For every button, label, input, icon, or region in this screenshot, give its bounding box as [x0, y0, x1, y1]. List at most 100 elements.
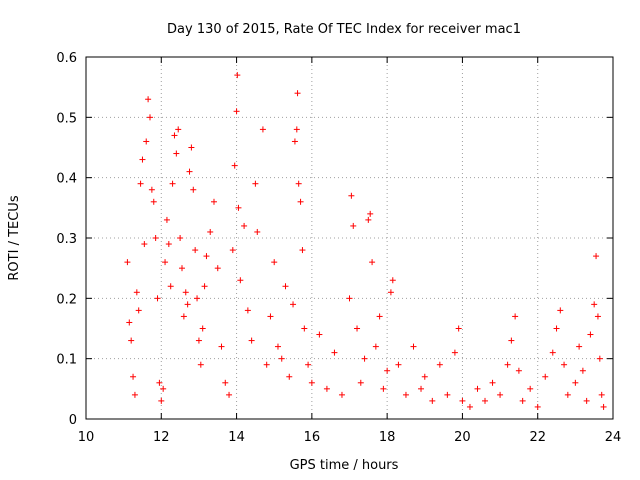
data-point-marker [248, 337, 255, 344]
data-point-marker [130, 373, 137, 380]
y-tick-label: 0.1 [56, 353, 77, 368]
y-axis-title: ROTI / TECUs [7, 195, 22, 280]
data-point-marker [143, 138, 150, 145]
data-point-marker [156, 379, 163, 386]
x-tick-label: 12 [153, 430, 170, 445]
data-point-marker [534, 403, 541, 410]
x-tick-label: 10 [78, 430, 95, 445]
data-point-marker [308, 379, 315, 386]
data-point-marker [380, 385, 387, 392]
data-point-marker [139, 156, 146, 163]
data-point-marker [598, 391, 605, 398]
data-point-marker [429, 397, 436, 404]
data-point-marker [497, 391, 504, 398]
chart-title: Day 130 of 2015, Rate Of TEC Index for r… [167, 22, 521, 37]
x-tick-label: 24 [605, 430, 622, 445]
data-point-marker [402, 391, 409, 398]
data-point-marker [165, 241, 172, 248]
data-point-marker [195, 337, 202, 344]
data-point-marker [233, 108, 240, 115]
data-point-marker [141, 241, 148, 248]
data-point-marker [244, 307, 251, 314]
data-point-marker [293, 126, 300, 133]
data-point-marker [367, 210, 374, 217]
ticks-layer: 10 12 14 16 18 20 22 24 0 0.1 0.2 0.3 0.4 0.5 0.6 [56, 51, 621, 445]
data-point-marker [444, 391, 451, 398]
data-point-marker [271, 259, 278, 266]
data-point-marker [124, 259, 131, 266]
data-point-marker [504, 361, 511, 368]
data-point-marker [459, 397, 466, 404]
data-point-marker [579, 367, 586, 374]
data-point-marker [207, 228, 214, 235]
data-point-marker [418, 385, 425, 392]
data-point-marker [234, 72, 241, 79]
data-point-marker [214, 265, 221, 272]
data-point-marker [145, 96, 152, 103]
data-point-marker [154, 295, 161, 302]
y-tick-label: 0.2 [56, 292, 77, 307]
data-point-marker [294, 90, 301, 97]
data-point-marker [372, 343, 379, 350]
grid-layer [86, 57, 613, 419]
data-point-marker [148, 186, 155, 193]
x-tick-label: 18 [379, 430, 396, 445]
data-point-marker [338, 391, 345, 398]
data-point-marker [489, 379, 496, 386]
data-point-marker [229, 247, 236, 254]
data-point-marker [218, 343, 225, 350]
data-point-marker [226, 391, 233, 398]
data-point-marker [527, 385, 534, 392]
x-tick-label: 14 [228, 430, 245, 445]
data-point-marker [482, 397, 489, 404]
data-point-marker [128, 337, 135, 344]
data-point-marker [235, 204, 242, 211]
x-tick-label: 16 [304, 430, 321, 445]
data-point-marker [126, 319, 133, 326]
data-point-marker [146, 114, 153, 121]
data-point-marker [376, 313, 383, 320]
data-point-marker [295, 180, 302, 187]
data-point-marker [177, 235, 184, 241]
data-point-marker [299, 247, 306, 254]
data-point-marker [421, 373, 428, 380]
data-point-marker [466, 403, 473, 410]
data-point-marker [254, 228, 261, 235]
data-point-marker [576, 343, 583, 350]
data-point-marker [199, 325, 206, 332]
data-point-marker [210, 198, 217, 205]
data-point-marker [190, 186, 197, 193]
data-point-marker [365, 216, 372, 223]
data-point-marker [133, 289, 140, 296]
data-point-marker [169, 180, 176, 187]
data-point-marker [594, 313, 601, 320]
data-point-marker [557, 307, 564, 314]
data-point-marker [301, 325, 308, 332]
data-point-marker [474, 385, 481, 392]
data-point-marker [600, 403, 607, 410]
data-point-marker [178, 265, 185, 272]
data-point-marker [241, 222, 248, 229]
data-point-marker [583, 397, 590, 404]
data-point-marker [158, 397, 165, 404]
points-layer [124, 72, 607, 410]
data-point-marker [291, 138, 298, 145]
data-point-marker [316, 331, 323, 338]
data-point-marker [182, 289, 189, 296]
data-point-marker [259, 126, 266, 133]
data-point-marker [197, 361, 204, 368]
data-point-marker [587, 331, 594, 338]
data-point-marker [290, 301, 297, 308]
data-point-marker [274, 343, 281, 350]
data-point-marker [451, 349, 458, 356]
x-axis-title: GPS time / hours [290, 458, 399, 473]
data-point-marker [222, 379, 229, 386]
data-point-marker [184, 301, 191, 308]
data-point-marker [384, 367, 391, 374]
data-point-marker [167, 283, 174, 290]
data-point-marker [354, 325, 361, 332]
data-point-marker [286, 373, 293, 380]
data-point-marker [282, 283, 289, 290]
x-tick-label: 22 [529, 430, 546, 445]
